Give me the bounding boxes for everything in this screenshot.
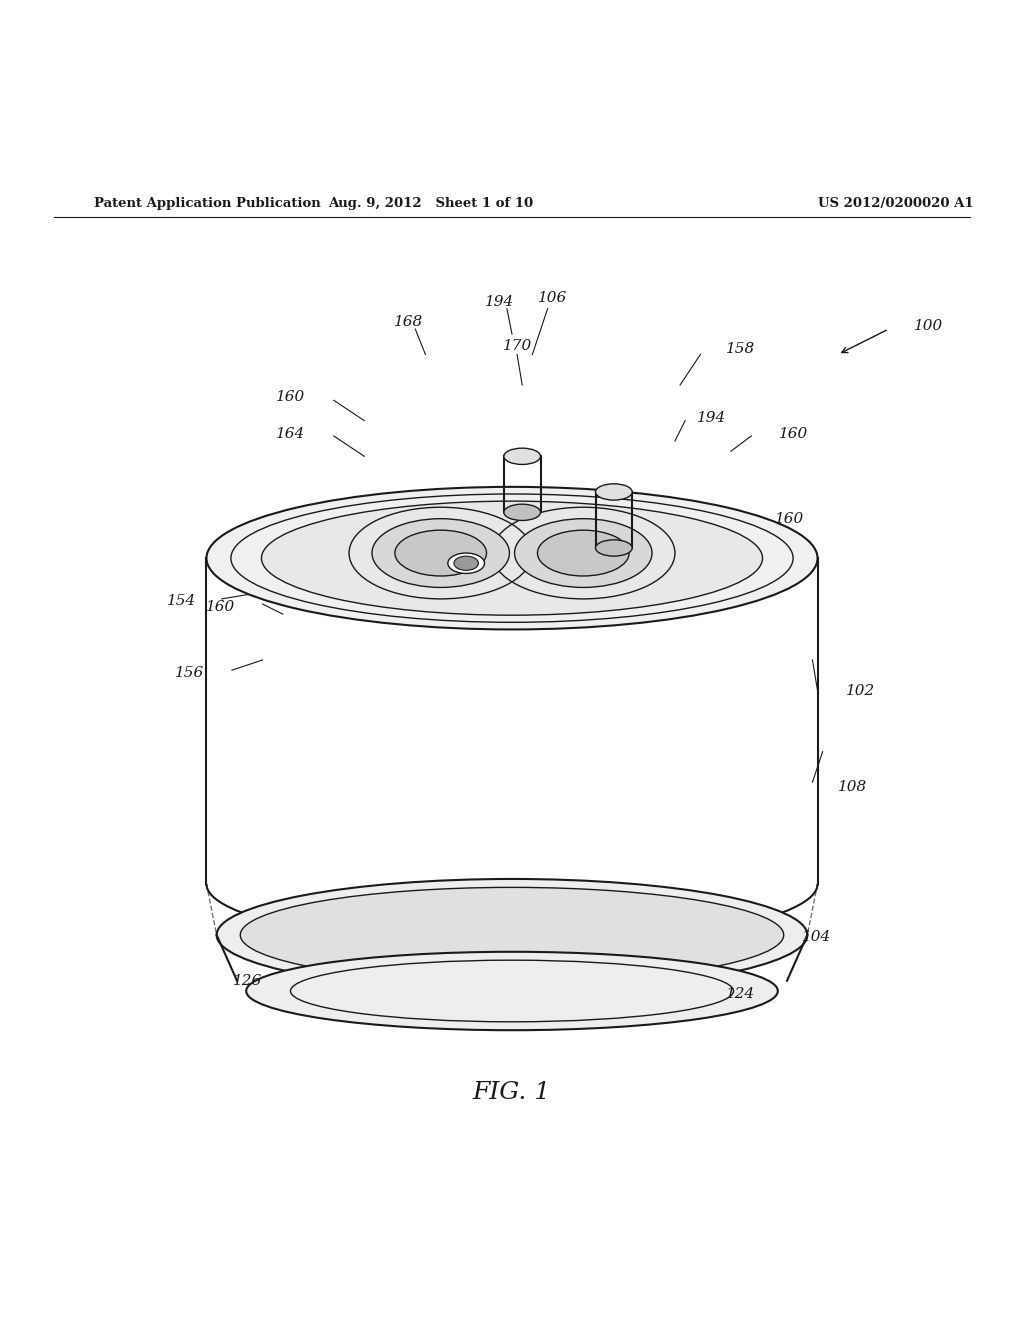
Text: 158: 158	[726, 342, 755, 356]
Text: Aug. 9, 2012   Sheet 1 of 10: Aug. 9, 2012 Sheet 1 of 10	[328, 197, 534, 210]
Text: 160: 160	[206, 601, 234, 614]
Text: 160: 160	[779, 426, 808, 441]
Text: 160: 160	[775, 512, 804, 527]
Ellipse shape	[217, 879, 807, 991]
Ellipse shape	[241, 887, 783, 982]
Text: 106: 106	[539, 292, 567, 305]
Text: 126: 126	[233, 974, 262, 987]
Ellipse shape	[454, 556, 478, 570]
Ellipse shape	[538, 531, 629, 576]
Text: US 2012/0200020 A1: US 2012/0200020 A1	[817, 197, 973, 210]
Ellipse shape	[207, 487, 817, 630]
Text: 196: 196	[441, 541, 471, 554]
Text: Patent Application Publication: Patent Application Publication	[94, 197, 322, 210]
Text: 178: 178	[378, 533, 408, 546]
Text: 162: 162	[498, 597, 526, 611]
Text: 104: 104	[802, 931, 831, 944]
Text: 164: 164	[276, 426, 305, 441]
Text: 156: 156	[175, 667, 205, 680]
Text: 178: 178	[638, 533, 668, 546]
Text: 160: 160	[276, 391, 305, 404]
Ellipse shape	[504, 449, 541, 465]
Text: 170: 170	[503, 339, 531, 354]
Ellipse shape	[246, 952, 778, 1030]
Text: FIG. 1: FIG. 1	[473, 1081, 551, 1105]
Ellipse shape	[261, 502, 763, 615]
Ellipse shape	[395, 531, 486, 576]
Text: 124: 124	[726, 987, 755, 1001]
Text: 194: 194	[697, 411, 727, 425]
Ellipse shape	[447, 553, 484, 573]
Ellipse shape	[596, 540, 632, 556]
Text: 108: 108	[838, 780, 867, 795]
Ellipse shape	[504, 504, 541, 520]
Ellipse shape	[372, 519, 510, 587]
Text: 154: 154	[167, 594, 197, 609]
Ellipse shape	[514, 519, 652, 587]
Text: 100: 100	[914, 319, 943, 333]
Text: 102: 102	[846, 684, 876, 697]
Text: 194: 194	[485, 294, 514, 309]
Ellipse shape	[596, 484, 632, 500]
Text: 166: 166	[570, 543, 600, 557]
Text: 168: 168	[393, 315, 423, 329]
